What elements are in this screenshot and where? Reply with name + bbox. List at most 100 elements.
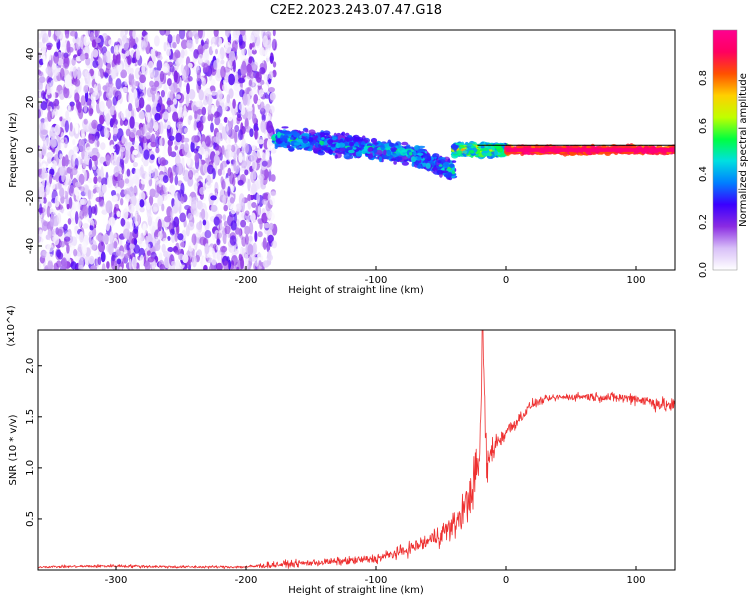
heatmap-cell bbox=[215, 262, 223, 270]
heatmap-cell bbox=[244, 169, 249, 176]
heatmap-cell bbox=[231, 255, 238, 266]
heatmap-cell bbox=[137, 227, 142, 239]
heatmap-cell bbox=[187, 176, 194, 187]
heatmap-cell bbox=[119, 266, 123, 270]
heatmap-cell bbox=[195, 100, 202, 108]
heatmap-cell bbox=[78, 264, 84, 270]
heatmap-cell bbox=[185, 93, 190, 107]
heatmap-cell bbox=[129, 195, 137, 207]
heatmap-cell bbox=[208, 265, 215, 270]
heatmap-cell bbox=[153, 121, 159, 132]
heatmap-cell bbox=[222, 194, 226, 206]
heatmap-cell bbox=[230, 203, 237, 215]
heatmap-cell bbox=[120, 110, 126, 121]
heatmap-cell bbox=[176, 121, 184, 129]
heatmap-cell bbox=[65, 110, 70, 120]
heatmap-cell bbox=[139, 254, 145, 267]
heatmap-cell bbox=[38, 161, 41, 169]
heatmap-cell bbox=[70, 261, 77, 270]
heatmap-cell bbox=[91, 39, 97, 48]
heatmap-cell bbox=[225, 124, 229, 132]
heatmap-cell bbox=[94, 69, 101, 82]
heatmap-cell bbox=[247, 244, 254, 255]
heatmap-cell bbox=[219, 162, 224, 171]
heatmap-cell bbox=[121, 135, 126, 144]
heatmap-cell bbox=[132, 127, 137, 133]
heatmap-cell bbox=[42, 33, 49, 43]
heatmap-cell bbox=[38, 149, 42, 163]
heatmap-cell bbox=[250, 212, 256, 223]
heatmap-cell bbox=[39, 203, 43, 215]
heatmap-cell bbox=[53, 234, 60, 246]
heatmap-cell bbox=[380, 143, 385, 151]
heatmap-cell bbox=[85, 30, 91, 37]
heatmap-cell bbox=[121, 86, 128, 93]
heatmap-cell bbox=[117, 63, 123, 73]
heatmap-cell bbox=[92, 49, 99, 58]
heatmap-cell bbox=[215, 48, 218, 55]
heatmap-cell bbox=[187, 62, 193, 69]
heatmap-cell bbox=[120, 198, 124, 206]
heatmap-cell bbox=[188, 89, 196, 100]
heatmap-cell bbox=[241, 46, 246, 56]
heatmap-cell bbox=[249, 128, 254, 138]
heatmap-cell bbox=[61, 257, 68, 270]
heatmap-cell bbox=[108, 243, 114, 256]
heatmap-cell bbox=[155, 146, 160, 154]
heatmap-cell bbox=[443, 161, 450, 168]
heatmap-cell bbox=[163, 250, 169, 258]
heatmap-cell bbox=[229, 235, 237, 246]
heatmap-cell bbox=[210, 204, 218, 212]
heatmap-cell bbox=[106, 176, 113, 189]
heatmap-cell bbox=[43, 205, 47, 216]
heatmap-cell bbox=[76, 99, 80, 110]
heatmap-cell bbox=[98, 241, 105, 253]
heatmap-cell bbox=[241, 247, 247, 258]
heatmap-cell bbox=[228, 50, 236, 62]
heatmap-cell bbox=[169, 228, 175, 236]
heatmap-cell bbox=[111, 195, 118, 203]
heatmap-cell bbox=[38, 52, 42, 59]
heatmap-cell bbox=[123, 119, 128, 126]
heatmap-cell bbox=[269, 55, 274, 62]
heatmap-cell bbox=[268, 211, 275, 222]
heatmap-cell bbox=[263, 222, 271, 229]
heatmap-cell bbox=[65, 194, 69, 207]
heatmap-cell bbox=[67, 104, 71, 111]
heatmap-cell bbox=[186, 156, 191, 166]
heatmap-cell bbox=[210, 112, 214, 122]
heatmap-cell bbox=[143, 149, 150, 160]
heatmap-cell bbox=[367, 153, 374, 159]
heatmap-cell bbox=[69, 122, 73, 132]
heatmap-cell bbox=[417, 156, 422, 161]
heatmap-cell bbox=[89, 31, 95, 42]
heatmap-cell bbox=[80, 77, 84, 84]
heatmap-cell bbox=[228, 128, 236, 139]
heatmap-cell bbox=[131, 57, 136, 64]
heatmap-cell bbox=[262, 237, 267, 250]
heatmap-cell bbox=[352, 147, 357, 150]
heatmap-cell bbox=[112, 96, 118, 106]
heatmap-cell bbox=[104, 113, 111, 124]
heatmap-cell bbox=[150, 133, 156, 145]
heatmap-cell bbox=[237, 237, 242, 249]
heatmap-cell bbox=[227, 59, 232, 69]
heatmap-cell bbox=[238, 193, 245, 207]
heatmap-cell bbox=[251, 140, 256, 151]
heatmap-cell bbox=[193, 49, 199, 59]
heatmap-cell bbox=[238, 34, 243, 46]
heatmap-cell bbox=[215, 150, 220, 156]
heatmap-cell bbox=[54, 195, 60, 208]
heatmap-cell bbox=[249, 43, 253, 50]
heatmap-cell bbox=[262, 35, 269, 48]
heatmap-cell bbox=[74, 225, 79, 232]
heatmap-cell bbox=[171, 234, 176, 243]
heatmap-cell bbox=[386, 149, 391, 156]
heatmap-cell bbox=[172, 111, 179, 122]
heatmap-cell bbox=[83, 170, 87, 182]
heatmap-cell bbox=[270, 174, 276, 182]
heatmap-cell bbox=[89, 108, 94, 115]
heatmap-cell bbox=[206, 174, 212, 186]
heatmap-cell bbox=[188, 30, 194, 38]
heatmap-cell bbox=[156, 59, 163, 71]
